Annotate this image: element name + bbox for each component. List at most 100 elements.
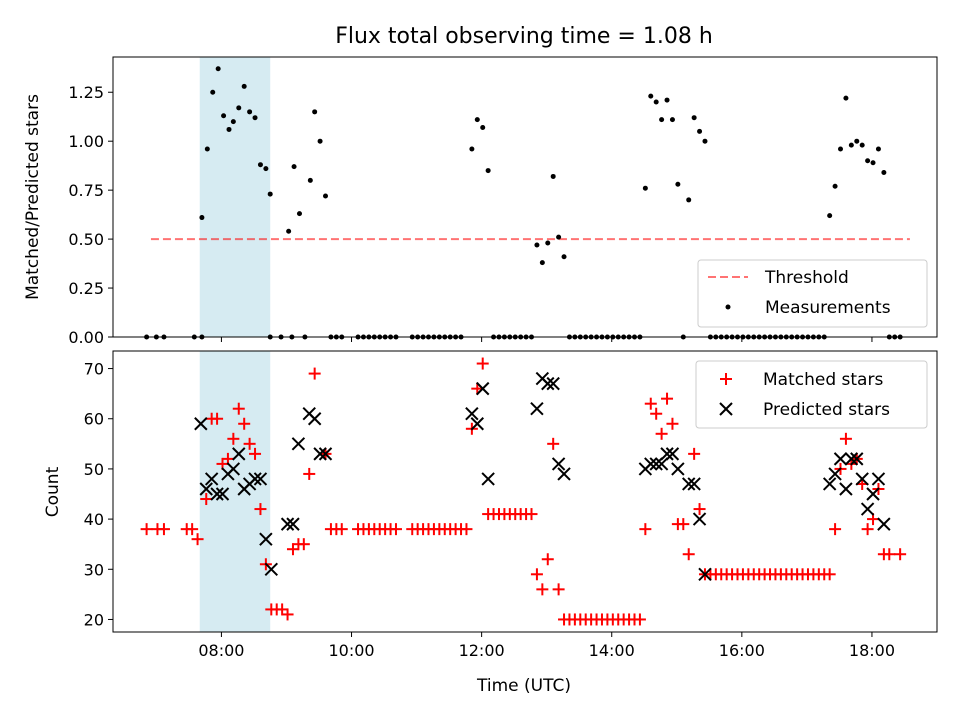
matched-stars-point	[157, 523, 170, 536]
matched-stars-point	[460, 523, 473, 536]
predicted-stars-point	[291, 437, 306, 451]
ratio-y-ticks: 0.00 0.25 0.50 0.75 1.00 1.25	[68, 83, 113, 347]
measurement-point	[659, 117, 665, 123]
y-tick-label: 20	[84, 610, 104, 629]
measurement-point	[561, 254, 567, 260]
measurement-point	[263, 166, 269, 172]
matched-stars-point	[823, 568, 836, 581]
predicted-stars-point	[687, 477, 701, 491]
matched-stars-point	[861, 523, 874, 536]
measurement-point	[875, 146, 881, 152]
predicted-stars-point	[671, 462, 685, 476]
predicted-stars-point	[194, 417, 208, 431]
matched-stars-point	[639, 523, 652, 536]
predicted-stars-point	[692, 512, 707, 526]
measurement-point	[474, 117, 480, 123]
predicted-stars-point	[644, 457, 658, 471]
matched-stars-point	[297, 538, 310, 551]
matched-stars-point	[682, 548, 695, 561]
measurement-point	[226, 126, 232, 132]
y-tick-label: 0.75	[68, 181, 104, 200]
measurement-point	[669, 117, 675, 123]
predicted-stars-point	[860, 502, 875, 516]
matched-stars-point	[243, 437, 256, 450]
y-tick-label: 30	[84, 560, 104, 579]
y-tick-label: 0.00	[68, 328, 104, 347]
predicted-stars-point	[557, 467, 571, 481]
measurement-point	[247, 109, 253, 115]
measurement-point	[642, 185, 648, 191]
predicted-stars-point	[476, 381, 490, 396]
measurement-point	[257, 162, 263, 168]
matched-stars-point	[389, 523, 402, 536]
predicted-stars-point	[877, 517, 891, 531]
predicted-stars-point	[546, 376, 560, 391]
y-tick-label: 1.00	[68, 132, 104, 151]
matched-stars-point	[530, 568, 543, 581]
matched-stars-point	[281, 608, 294, 621]
measurement-point	[697, 128, 703, 134]
predicted-stars-point	[215, 487, 230, 501]
ratio-panel: 0.00 0.25 0.50 0.75 1.00 1.25 Matched/Predict…	[23, 56, 938, 347]
matched-stars-point	[633, 613, 646, 626]
legend-predicted-swatch	[719, 402, 733, 416]
matched-stars-point	[650, 407, 663, 420]
y-tick-label: 1.25	[68, 83, 104, 102]
predicted-stars-point	[307, 412, 322, 426]
measurement-point	[252, 115, 258, 121]
measurement-point	[664, 97, 670, 103]
predicted-stars-point	[866, 487, 880, 501]
predicted-stars-point	[551, 457, 566, 471]
matched-stars-point	[666, 417, 679, 430]
measurement-point	[648, 93, 654, 99]
measurement-point	[221, 113, 227, 119]
matched-stars-point	[286, 543, 299, 556]
measurement-point	[843, 95, 849, 101]
measurement-point	[675, 181, 681, 187]
predicted-stars-point	[665, 447, 680, 461]
predicted-stars-point	[698, 567, 712, 582]
predicted-stars-point	[833, 452, 848, 466]
predicted-stars-point	[839, 482, 853, 496]
matched-stars-point	[140, 523, 153, 536]
measurement-point	[832, 183, 838, 189]
matched-stars-point	[227, 432, 240, 445]
legend-measurements-swatch	[725, 304, 731, 310]
matched-stars-point	[254, 503, 267, 516]
matched-stars-point	[335, 523, 348, 536]
matched-stars-point	[677, 518, 690, 531]
matched-stars-point	[191, 533, 204, 546]
predicted-stars-point	[541, 376, 555, 391]
legend-threshold-label: Threshold	[764, 268, 849, 288]
measurement-point	[881, 170, 887, 176]
x-tick-label: 12:00	[459, 641, 505, 660]
matched-stars-point	[200, 493, 213, 506]
x-tick-label: 08:00	[198, 641, 244, 660]
measurement-point	[691, 115, 697, 121]
measurement-point	[241, 83, 247, 89]
matched-stars-point	[232, 402, 245, 415]
matched-stars-point	[693, 503, 706, 516]
matched-stars-point	[883, 548, 896, 561]
matched-stars-point	[308, 367, 321, 380]
legend-matched-label: Matched stars	[763, 370, 883, 390]
measurement-point	[545, 240, 551, 246]
matched-stars-point	[829, 523, 842, 536]
matched-stars-point	[552, 583, 565, 596]
measurement-point	[267, 191, 273, 197]
matched-stars-point	[655, 427, 668, 440]
matched-stars-point	[894, 548, 907, 561]
predicted-stars-point	[248, 472, 262, 486]
chart-title: Flux total observing time = 1.08 h	[335, 24, 713, 49]
predicted-stars-point	[850, 452, 864, 466]
matched-stars-point	[186, 523, 199, 536]
matched-stars-point	[661, 392, 674, 405]
predicted-stars-point	[470, 417, 485, 431]
x-tick-label: 14:00	[589, 641, 635, 660]
count-x-ticks: 08:00 10:00 12:00 14:00 16:00 18:00	[198, 632, 895, 660]
legend-predicted-label: Predicted stars	[763, 400, 890, 420]
measurement-point	[854, 138, 860, 144]
predicted-stars-point	[649, 457, 663, 471]
measurement-point	[323, 193, 329, 199]
predicted-stars-point	[682, 477, 696, 491]
